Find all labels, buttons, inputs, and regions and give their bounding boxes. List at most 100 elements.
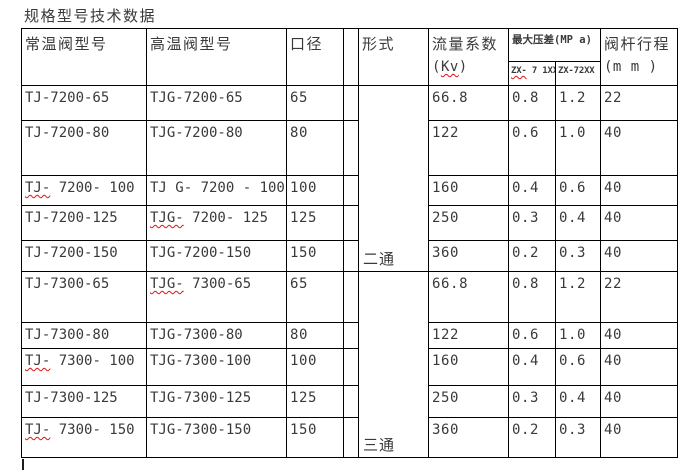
cell-travel[interactable]: 40 — [600, 175, 678, 206]
cell-normal-temp-model[interactable]: TJ- 7200- 100 — [21, 175, 147, 206]
header-stem-travel[interactable]: 阀杆行程 (m m ) — [600, 28, 678, 86]
header-form[interactable]: 形式 — [358, 28, 429, 86]
cell-kv[interactable]: 66.8 — [428, 85, 509, 121]
cell-dp-zx72[interactable]: 0.6 — [555, 175, 601, 206]
cell-dp-zx72[interactable]: 0.6 — [555, 348, 601, 386]
table-row: TJ- 7200- 100 TJ G- 7200 - 100 100 160 0.4 0.… — [21, 175, 678, 206]
spellcheck-underline: TJG- — [150, 276, 184, 292]
cell-spacer[interactable] — [343, 348, 359, 386]
cell-spacer[interactable] — [343, 85, 359, 121]
cell-normal-temp-model[interactable]: TJ-7200-65 — [21, 85, 147, 121]
cell-travel[interactable]: 22 — [600, 271, 678, 323]
cell-normal-temp-model[interactable]: TJ-7200-125 — [21, 205, 147, 241]
header-zx72[interactable]: ZX-72XX — [555, 61, 601, 86]
cell-kv[interactable]: 250 — [428, 385, 509, 418]
cell-dp-zx71[interactable]: 0.8 — [508, 271, 556, 323]
cell-caliber[interactable]: 150 — [286, 417, 344, 458]
cell-dp-zx71[interactable]: 0.2 — [508, 417, 556, 458]
cell-caliber[interactable]: 125 — [286, 205, 344, 241]
cell-spacer[interactable] — [343, 385, 359, 418]
header-caliber[interactable]: 口径 — [286, 28, 344, 86]
cell-kv[interactable]: 360 — [428, 417, 509, 458]
spellcheck-underline: TJ- — [25, 353, 51, 369]
cell-kv[interactable]: 250 — [428, 205, 509, 241]
cell-high-temp-model[interactable]: TJG- 7200- 125 — [146, 205, 287, 241]
cell-kv[interactable]: 160 — [428, 175, 509, 206]
cell-travel[interactable]: 22 — [600, 85, 678, 121]
cell-high-temp-model[interactable]: TJG-7200-65 — [146, 85, 287, 121]
cell-dp-zx71[interactable]: 0.6 — [508, 120, 556, 176]
cell-high-temp-model[interactable]: TJ G- 7200 - 100 — [146, 175, 287, 206]
cell-caliber[interactable]: 65 — [286, 85, 344, 121]
header-max-pressure-diff[interactable]: 最大压差(MP a) — [508, 28, 601, 62]
cell-travel[interactable]: 40 — [600, 348, 678, 386]
cell-kv[interactable]: 160 — [428, 348, 509, 386]
cell-dp-zx72[interactable]: 0.3 — [555, 417, 601, 458]
cell-travel[interactable]: 40 — [600, 240, 678, 272]
cell-caliber[interactable]: 150 — [286, 240, 344, 272]
cell-normal-temp-model[interactable]: TJ-7200-80 — [21, 120, 147, 176]
cell-travel[interactable]: 40 — [600, 205, 678, 241]
paren-close: ) — [458, 59, 468, 75]
cell-high-temp-model[interactable]: TJG-7300-100 — [146, 348, 287, 386]
cell-spacer[interactable] — [343, 322, 359, 349]
cell-travel[interactable]: 40 — [600, 385, 678, 418]
cell-travel[interactable]: 40 — [600, 417, 678, 458]
cell-dp-zx72[interactable]: 1.2 — [555, 271, 601, 323]
table-row: TJ-7300-80 TJG-7300-80 80 122 0.6 1.0 40 — [21, 322, 678, 349]
cell-dp-zx72[interactable]: 0.4 — [555, 205, 601, 241]
cell-dp-zx72[interactable]: 0.4 — [555, 385, 601, 418]
cell-normal-temp-model[interactable]: TJ- 7300- 100 — [21, 348, 147, 386]
cell-dp-zx71[interactable]: 0.3 — [508, 385, 556, 418]
cell-form[interactable]: 二通 — [358, 85, 429, 272]
cell-spacer[interactable] — [343, 417, 359, 458]
cell-kv[interactable]: 122 — [428, 120, 509, 176]
cell-high-temp-model[interactable]: TJG- 7300-65 — [146, 271, 287, 323]
cell-spacer[interactable] — [343, 240, 359, 272]
header-normal-temp-model[interactable]: 常温阀型号 — [21, 28, 147, 86]
cell-dp-zx72[interactable]: 1.0 — [555, 322, 601, 349]
cell-dp-zx71[interactable]: 0.2 — [508, 240, 556, 272]
header-high-temp-model[interactable]: 高温阀型号 — [146, 28, 287, 86]
cell-caliber[interactable]: 80 — [286, 120, 344, 176]
cell-dp-zx72[interactable]: 1.2 — [555, 85, 601, 121]
cell-kv[interactable]: 66.8 — [428, 271, 509, 323]
cell-dp-zx72[interactable]: 0.3 — [555, 240, 601, 272]
cell-high-temp-model[interactable]: TJG-7200-150 — [146, 240, 287, 272]
header-flow-coefficient[interactable]: 流量系数 (Kv) — [428, 28, 509, 86]
zx71-suffix: 7 1XX — [526, 66, 556, 76]
cell-kv[interactable]: 122 — [428, 322, 509, 349]
cell-dp-zx72[interactable]: 1.0 — [555, 120, 601, 176]
header-zx71[interactable]: ZX- 7 1XX — [508, 61, 556, 86]
cell-normal-temp-model[interactable]: TJ-7200-150 — [21, 240, 147, 272]
cell-normal-temp-model[interactable]: TJ-7300-80 — [21, 322, 147, 349]
cell-travel[interactable]: 40 — [600, 120, 678, 176]
cell-high-temp-model[interactable]: TJG-7300-150 — [146, 417, 287, 458]
cell-caliber[interactable]: 65 — [286, 271, 344, 323]
cell-spacer[interactable] — [343, 205, 359, 241]
cell-high-temp-model[interactable]: TJG-7300-80 — [146, 322, 287, 349]
cell-high-temp-model[interactable]: TJG-7300-125 — [146, 385, 287, 418]
cell-spacer[interactable] — [343, 271, 359, 323]
cell-dp-zx71[interactable]: 0.6 — [508, 322, 556, 349]
cell-spacer[interactable] — [343, 175, 359, 206]
cell-normal-temp-model[interactable]: TJ-7300-125 — [21, 385, 147, 418]
cell-dp-zx71[interactable]: 0.8 — [508, 85, 556, 121]
cell-dp-zx71[interactable]: 0.4 — [508, 348, 556, 386]
cell-form[interactable]: 三通 — [358, 271, 429, 458]
cell-caliber[interactable]: 80 — [286, 322, 344, 349]
header-spacer-column[interactable] — [343, 28, 359, 86]
cell-caliber[interactable]: 100 — [286, 348, 344, 386]
cell-caliber[interactable]: 125 — [286, 385, 344, 418]
table-row: TJ- 7300- 150 TJG-7300-150 150 360 0.2 0.3 40 — [21, 417, 678, 458]
cell-dp-zx71[interactable]: 0.3 — [508, 205, 556, 241]
document-title[interactable]: 规格型号技术数据 — [24, 7, 157, 25]
cell-normal-temp-model[interactable]: TJ- 7300- 150 — [21, 417, 147, 458]
cell-caliber[interactable]: 100 — [286, 175, 344, 206]
cell-high-temp-model[interactable]: TJG-7200-80 — [146, 120, 287, 176]
cell-normal-temp-model[interactable]: TJ-7300-65 — [21, 271, 147, 323]
cell-dp-zx71[interactable]: 0.4 — [508, 175, 556, 206]
cell-spacer[interactable] — [343, 120, 359, 176]
cell-travel[interactable]: 40 — [600, 322, 678, 349]
cell-kv[interactable]: 360 — [428, 240, 509, 272]
